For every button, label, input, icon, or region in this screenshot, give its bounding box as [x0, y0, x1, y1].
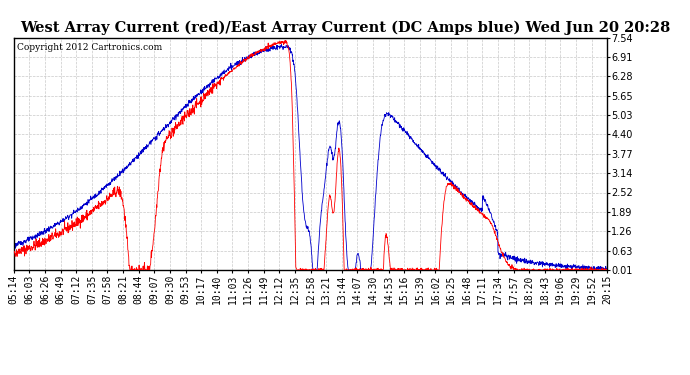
- Text: Copyright 2012 Cartronics.com: Copyright 2012 Cartronics.com: [17, 44, 162, 52]
- Text: West Array Current (red)/East Array Current (DC Amps blue) Wed Jun 20 20:28: West Array Current (red)/East Array Curr…: [20, 21, 670, 35]
